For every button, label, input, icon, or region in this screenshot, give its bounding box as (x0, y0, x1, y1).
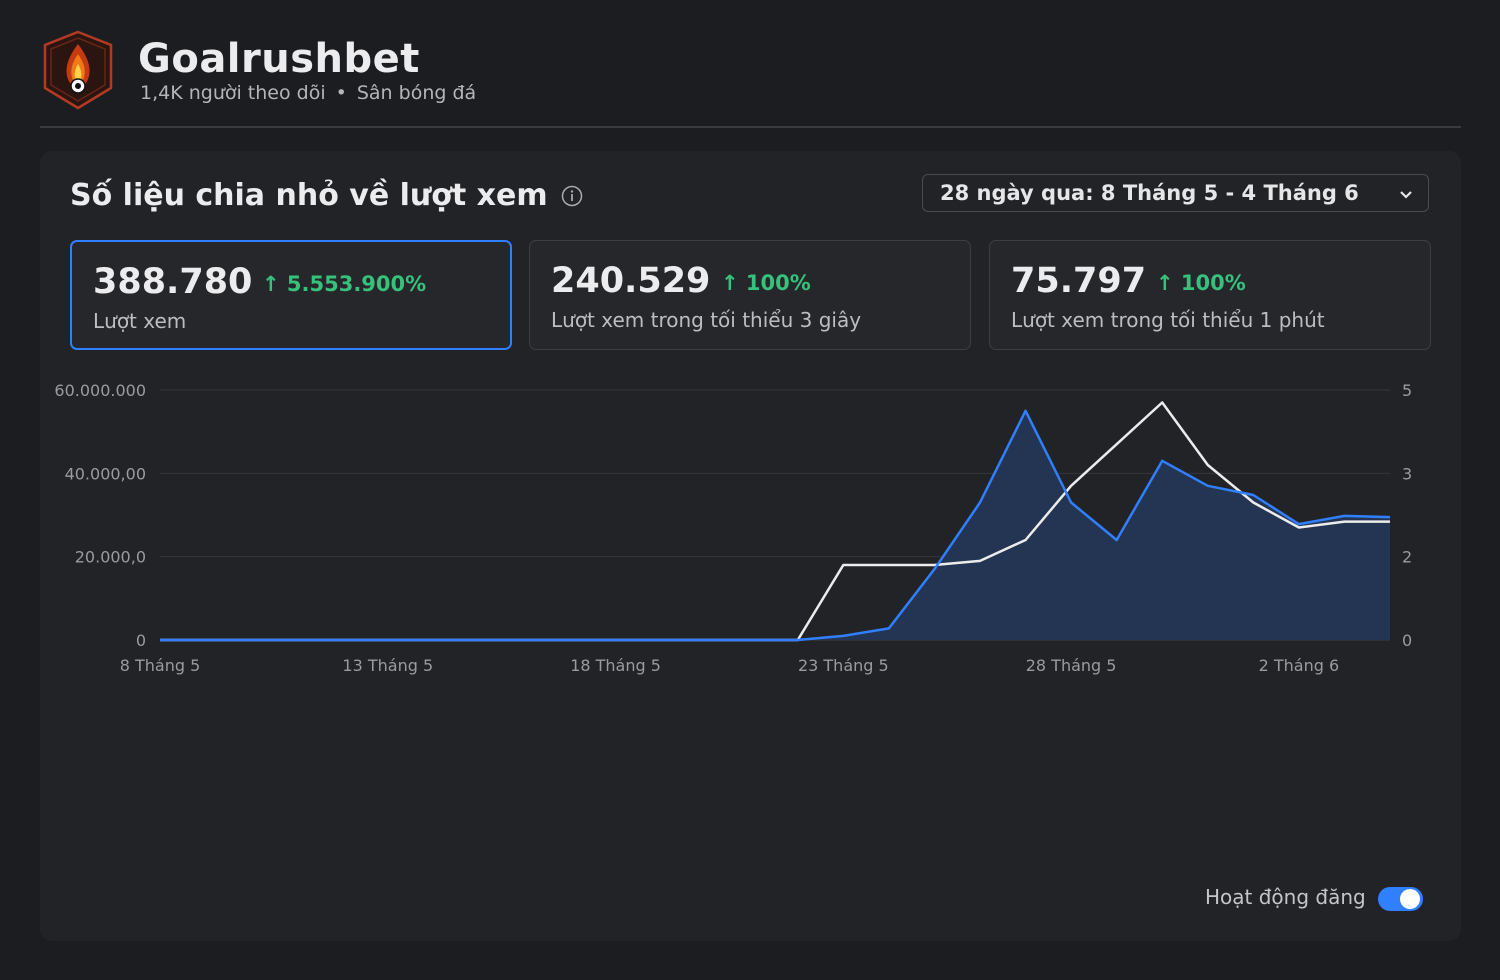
y-left-tick-label: 0 (136, 631, 146, 650)
metric-label: Lượt xem (93, 309, 187, 333)
post-activity-label: Hoạt động đăng (1205, 885, 1366, 909)
y-left-tick-label: 20.000,0 (75, 548, 146, 567)
x-tick-label: 13 Tháng 5 (342, 656, 433, 675)
x-tick-label: 2 Tháng 6 (1259, 656, 1340, 675)
date-range-label: 28 ngày qua: 8 Tháng 5 - 4 Tháng 6 (940, 181, 1359, 205)
info-circle-icon[interactable] (561, 185, 583, 207)
metric-card-views[interactable]: 388.780 ↑ 5.553.900% Lượt xem (70, 240, 512, 350)
metric-value: 75.797 (1011, 261, 1147, 301)
views-chart: 0 20.000,0 40.000,00 60.000.000 0 2 3 5 8 Tháng … (54, 381, 1412, 675)
y-right-tick-label: 3 (1402, 464, 1412, 483)
follower-count: 1,4K người theo dõi (140, 82, 326, 104)
channel-category[interactable]: Sân bóng đá (356, 82, 477, 104)
metric-label: Lượt xem trong tối thiểu 3 giây (551, 308, 862, 332)
metric-label: Lượt xem trong tối thiểu 1 phút (1011, 308, 1325, 332)
meta-separator: • (335, 82, 347, 104)
channel-meta: 1,4K người theo dõi • Sân bóng đá (140, 82, 476, 104)
y-right-tick-label: 0 (1402, 631, 1412, 650)
metric-card-views-3s[interactable]: 240.529 ↑ 100% Lượt xem trong tối thiểu … (529, 240, 971, 350)
y-right-tick-label: 5 (1402, 381, 1412, 400)
metric-value: 240.529 (551, 261, 711, 301)
chevron-down-icon (1400, 191, 1412, 199)
metric-value: 388.780 (93, 262, 253, 302)
x-tick-label: 23 Tháng 5 (798, 656, 889, 675)
y-left-tick-label: 60.000.000 (54, 381, 146, 400)
y-left-tick-label: 40.000,00 (65, 464, 146, 483)
y-right-tick-label: 2 (1402, 548, 1412, 567)
views-line (160, 409, 1391, 642)
section-title: Số liệu chia nhỏ về lượt xem (70, 178, 548, 213)
channel-logo[interactable] (43, 30, 113, 110)
toggle-knob (1400, 889, 1420, 909)
metric-change: ↑ 100% (1156, 271, 1246, 295)
metric-card-views-1m[interactable]: 75.797 ↑ 100% Lượt xem trong tối thiểu 1… (989, 240, 1431, 350)
views-area-fill (160, 410, 1390, 640)
date-range-dropdown[interactable]: 28 ngày qua: 8 Tháng 5 - 4 Tháng 6 (922, 174, 1429, 212)
channel-header: Goalrushbet 1,4K người theo dõi • Sân bóng… (40, 28, 1461, 128)
x-tick-label: 18 Tháng 5 (570, 656, 661, 675)
metric-change: ↑ 5.553.900% (262, 272, 427, 296)
metric-change: ↑ 100% (721, 271, 811, 295)
x-tick-label: 8 Tháng 5 (120, 656, 201, 675)
views-breakdown-panel: Số liệu chia nhỏ về lượt xem 28 ngày qua… (40, 151, 1461, 941)
channel-name[interactable]: Goalrushbet (138, 36, 420, 82)
post-activity-toggle[interactable] (1378, 887, 1423, 911)
x-tick-label: 28 Tháng 5 (1026, 656, 1117, 675)
